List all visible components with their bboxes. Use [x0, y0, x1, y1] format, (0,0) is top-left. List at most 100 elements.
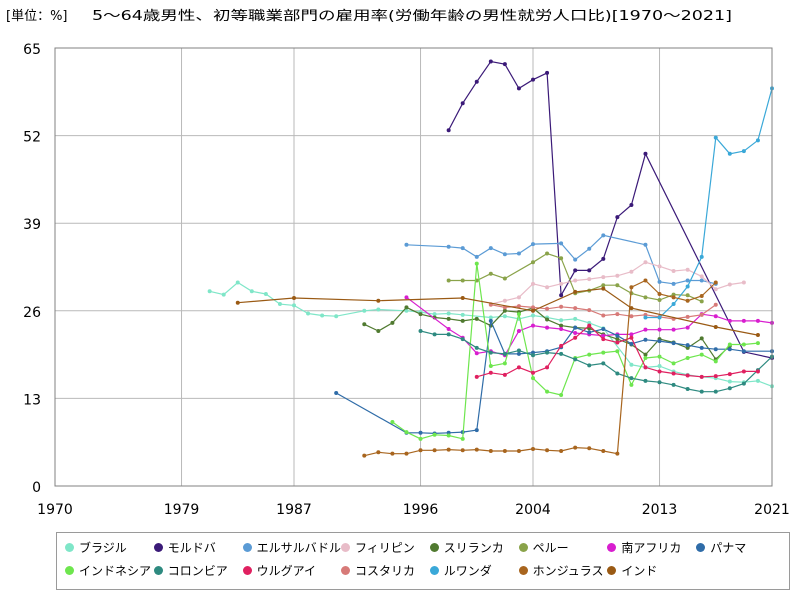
data-point [629, 285, 634, 290]
y-tick-label: 0 [32, 480, 41, 496]
grid [54, 47, 773, 487]
legend-item[interactable]: フィリピン [340, 539, 430, 556]
data-point [460, 295, 465, 300]
data-point [573, 357, 578, 362]
data-point [685, 278, 690, 283]
data-point [685, 284, 690, 289]
legend-label: コロンビア [167, 564, 228, 578]
series-14 [362, 278, 718, 458]
data-point [474, 316, 479, 321]
data-point [474, 447, 479, 452]
y-tick-label: 26 [23, 305, 41, 321]
legend-item[interactable]: インドネシア [65, 562, 154, 579]
data-point [531, 281, 535, 286]
legend-item[interactable]: パナマ [696, 539, 785, 556]
data-point [713, 302, 718, 307]
data-point [615, 337, 620, 342]
legend-item[interactable]: スリランカ [429, 539, 519, 556]
data-point [516, 86, 521, 91]
data-point [432, 432, 437, 437]
data-point [741, 381, 746, 386]
data-point [559, 393, 564, 398]
data-point [685, 267, 690, 272]
data-point [502, 372, 507, 377]
legend-label: ホンジュラス [532, 564, 604, 578]
data-point [474, 254, 479, 259]
series-15 [235, 286, 760, 338]
legend-item[interactable]: ルワンダ [429, 562, 519, 579]
data-point [699, 278, 704, 283]
data-point [643, 352, 648, 357]
y-tick-label: 39 [23, 217, 41, 233]
data-point [531, 376, 535, 381]
legend-marker-icon [607, 543, 617, 552]
legend-item[interactable]: モルドバ [153, 539, 243, 556]
data-point [629, 335, 634, 340]
data-point [502, 361, 507, 366]
data-point [713, 287, 718, 292]
line-chart: [単位：%] 5～64歳男性、初等職業部門の雇用率(労働年齢の男性就労人口比)[… [6, 8, 790, 518]
data-point [446, 447, 451, 452]
data-point [488, 364, 493, 369]
data-point [657, 291, 662, 296]
data-point [418, 448, 423, 453]
data-point [376, 298, 381, 303]
legend-item[interactable]: コスタリカ [340, 562, 430, 579]
data-point [446, 311, 451, 316]
data-point [587, 330, 592, 335]
data-point [404, 308, 409, 313]
data-point [446, 244, 451, 249]
data-point [531, 353, 535, 358]
data-point [488, 315, 493, 320]
data-point [446, 332, 451, 337]
legend-marker-icon [340, 566, 350, 575]
data-point [671, 281, 676, 286]
data-point [699, 352, 704, 357]
data-point [474, 374, 479, 379]
chart-title: 5～64歳男性、初等職業部門の雇用率(労働年齢の男性就労人口比)[1970～20… [92, 8, 732, 24]
legend-marker-icon [518, 543, 528, 552]
data-point [235, 280, 240, 285]
data-point [741, 349, 746, 354]
data-point [629, 362, 634, 367]
data-point [643, 337, 648, 342]
data-point [727, 151, 732, 156]
legend-item[interactable]: 南アフリカ [607, 539, 696, 556]
data-point [601, 313, 606, 318]
data-point [685, 325, 690, 330]
data-point [573, 325, 578, 330]
legend-item[interactable]: エルサルバドル [242, 539, 341, 556]
data-point [460, 337, 465, 342]
data-point [727, 386, 732, 391]
legend-item[interactable]: ペルー [518, 539, 608, 556]
legend-item[interactable]: ウルグアイ [242, 562, 341, 579]
data-point [573, 257, 578, 262]
data-point [699, 254, 704, 259]
legend-item[interactable]: ホンジュラス [518, 562, 608, 579]
data-point [292, 295, 296, 300]
data-point [685, 355, 690, 360]
data-point [573, 289, 578, 294]
data-point [474, 261, 479, 266]
data-point [643, 242, 648, 247]
data-point [657, 298, 662, 303]
x-tick-label: 2013 [642, 502, 678, 518]
data-point [685, 293, 690, 298]
data-point [488, 350, 493, 355]
legend-marker-icon [242, 566, 252, 575]
data-point [713, 359, 718, 364]
data-point [587, 446, 592, 451]
data-point [559, 343, 564, 348]
legend-item[interactable]: コロンビア [153, 562, 243, 579]
series-line [392, 263, 758, 440]
legend-item[interactable]: インド [607, 562, 696, 579]
data-point [755, 138, 760, 143]
data-point [545, 325, 550, 330]
data-point [699, 274, 704, 279]
data-point [671, 295, 676, 300]
legend-item[interactable]: ブラジル [65, 539, 154, 556]
data-point [587, 277, 592, 282]
data-point [516, 251, 521, 256]
data-point [545, 365, 550, 370]
legend-marker-icon [429, 566, 439, 575]
